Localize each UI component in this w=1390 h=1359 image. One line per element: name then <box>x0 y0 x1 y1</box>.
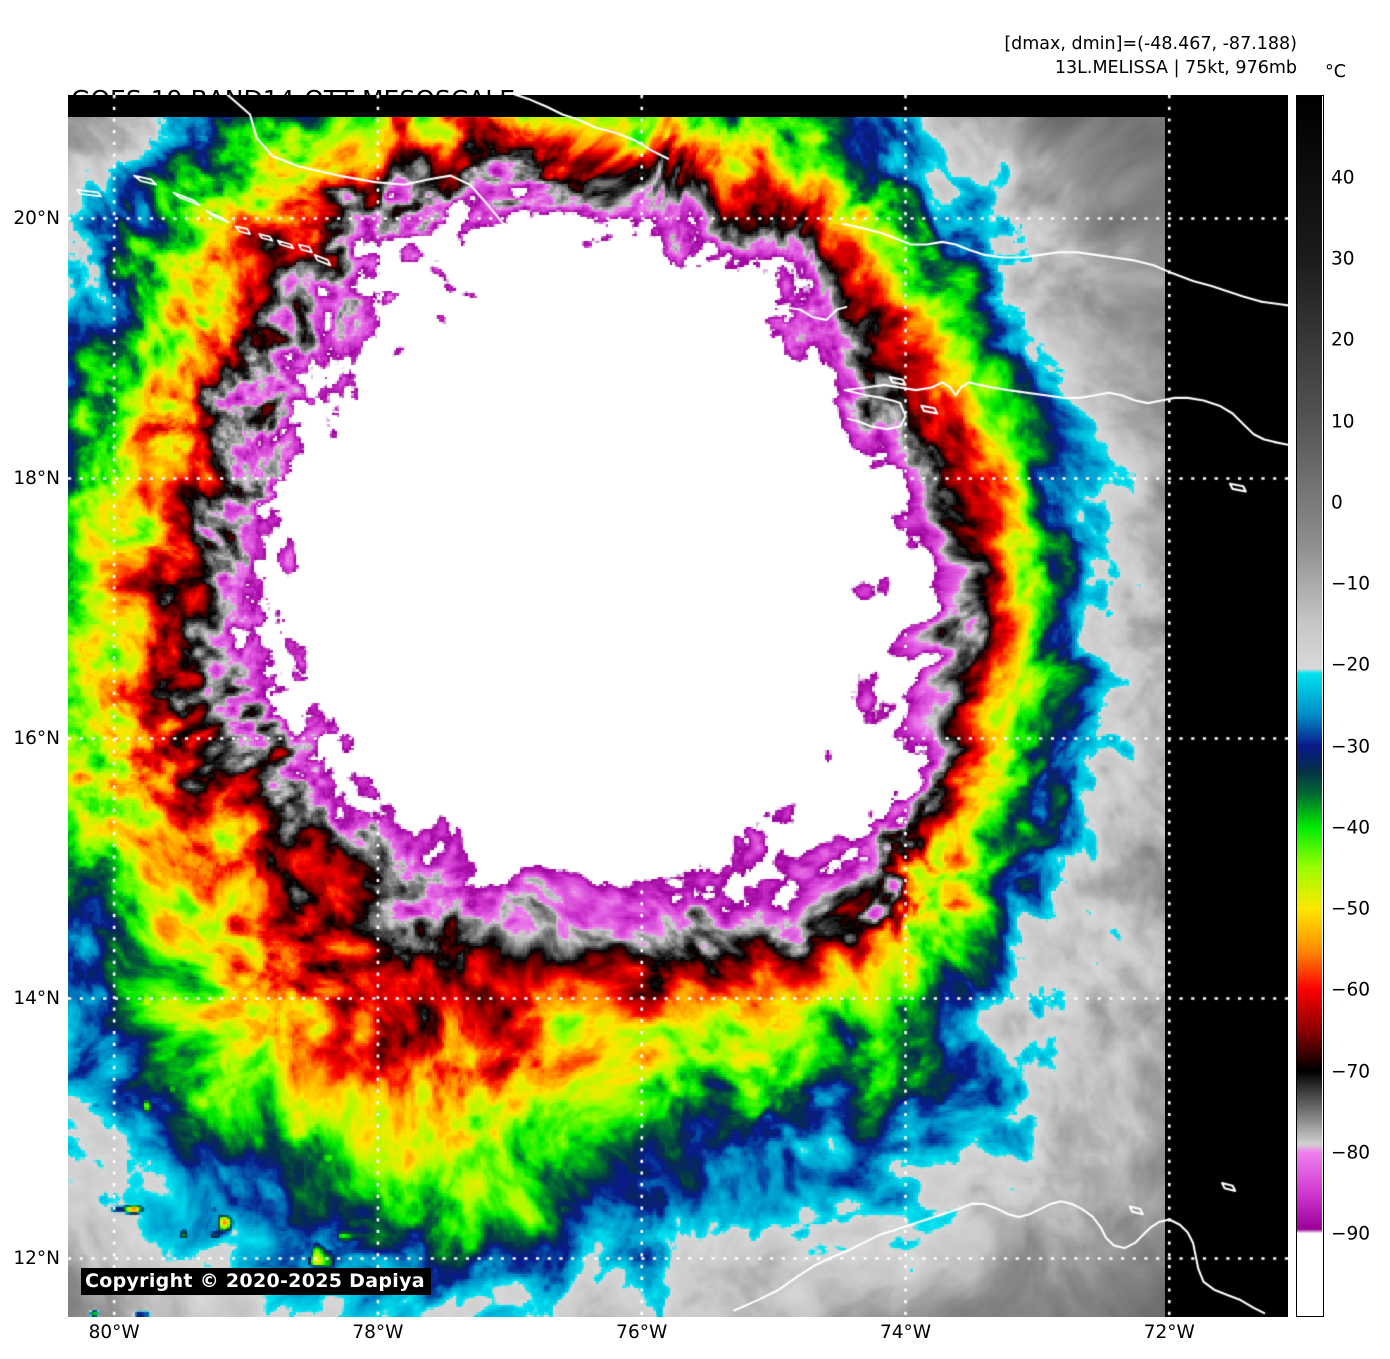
latitude-tick-label: 20°N <box>13 207 60 229</box>
latitude-tick-label: 16°N <box>13 727 60 749</box>
colorbar-tick-label: −20 <box>1331 654 1371 676</box>
colorbar-tick-label: 20 <box>1331 329 1355 351</box>
colorbar-tick-label: −10 <box>1331 573 1371 595</box>
longitude-tick-label: 78°W <box>352 1322 404 1343</box>
satellite-raster-wrapper <box>68 95 1288 1317</box>
latitude-tick-label: 18°N <box>13 467 60 489</box>
colorbar-tick-label: −90 <box>1331 1223 1371 1245</box>
colorbar-tick-label: 10 <box>1331 411 1355 433</box>
satellite-image-plot: Copyright © 2020-2025 Dapiya <box>68 95 1288 1317</box>
longitude-tick-label: 76°W <box>616 1322 668 1343</box>
colorbar-gradient <box>1297 96 1322 1315</box>
latitude-tick-label: 12°N <box>13 1247 60 1269</box>
copyright-label: Copyright © 2020-2025 Dapiya <box>81 1268 431 1295</box>
satellite-swath <box>68 117 1165 1317</box>
colorbar-unit-label: °C <box>1325 62 1346 82</box>
temperature-colorbar <box>1296 95 1324 1317</box>
infrared-brightness-raster <box>68 117 1165 1317</box>
colorbar-tick-label: −50 <box>1331 898 1371 920</box>
colorbar-tick-label: 40 <box>1331 167 1355 189</box>
colorbar-tick-label: −70 <box>1331 1061 1371 1083</box>
colorbar-tick-label: −60 <box>1331 979 1371 1001</box>
colorbar-tick-label: −80 <box>1331 1142 1371 1164</box>
latitude-tick-label: 14°N <box>13 987 60 1009</box>
dminmax-label: [dmax, dmin]=(-48.467, -87.188) <box>1004 34 1297 54</box>
colorbar-tick-label: 30 <box>1331 248 1355 270</box>
colorbar-tick-label: −40 <box>1331 817 1371 839</box>
header-metadata-block: [dmax, dmin]=(-48.467, -87.188) 13L.MELI… <box>1004 32 1297 80</box>
longitude-tick-label: 74°W <box>879 1322 932 1343</box>
longitude-tick-label: 80°W <box>88 1322 140 1343</box>
longitude-tick-label: 72°W <box>1143 1322 1195 1343</box>
colorbar-tick-label: −30 <box>1331 736 1371 758</box>
colorbar-tick-label: 0 <box>1331 492 1343 514</box>
storm-info-label: 13L.MELISSA | 75kt, 976mb <box>1054 58 1297 78</box>
